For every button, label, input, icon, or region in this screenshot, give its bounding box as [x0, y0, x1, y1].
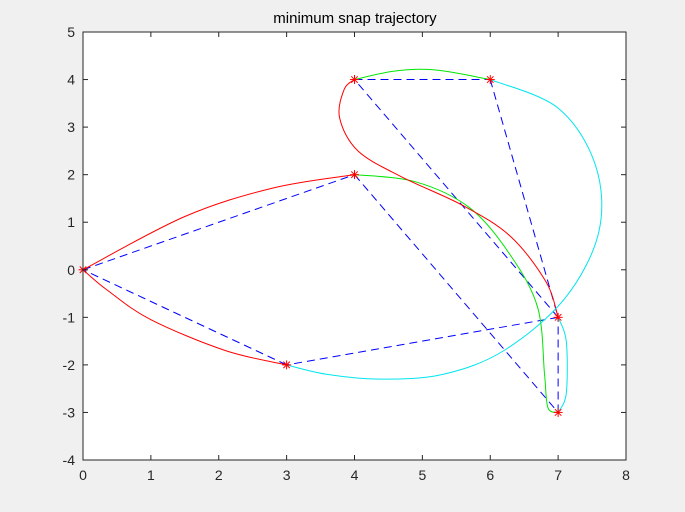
x-tick-label: 4 — [351, 467, 359, 483]
tick-layer: 0 1 2 3 4 5 6 7 8 -4 -3 -2 -1 0 1 2 3 4 5 — [63, 24, 631, 483]
waypoint-marker — [553, 312, 563, 322]
trajectory-segment — [557, 317, 568, 413]
waypoint-dashed-line — [489, 79, 559, 318]
waypoint-dashed-line — [82, 269, 287, 366]
trajectory-segment — [338, 79, 559, 318]
waypoint-dashed-line — [354, 174, 559, 413]
trajectory-segment — [354, 174, 559, 413]
trajectory-segment — [354, 68, 491, 81]
waypoint-marker — [282, 360, 292, 370]
x-tick-label: 8 — [622, 467, 630, 483]
y-tick-label: 0 — [67, 262, 75, 278]
chart-title: minimum snap trajectory — [273, 10, 437, 27]
waypoint-marker — [553, 407, 563, 417]
x-tick-label: 0 — [79, 467, 87, 483]
y-tick-label: 4 — [67, 72, 75, 88]
trajectory-segment — [82, 269, 287, 366]
waypoint-marker — [350, 75, 359, 85]
waypoint-dashed-line — [286, 316, 559, 366]
x-tick-label: 3 — [283, 467, 291, 483]
y-tick-label: 2 — [67, 167, 75, 183]
trajectory-segment — [82, 174, 355, 271]
axes-background — [83, 32, 626, 460]
x-tick-label: 6 — [486, 467, 494, 483]
y-tick-label: -4 — [63, 452, 76, 468]
waypoint-dashed-line — [82, 174, 355, 271]
trajectory-segment — [286, 79, 603, 380]
waypoint-marker — [485, 75, 495, 85]
trajectory-layer — [82, 68, 603, 413]
y-tick-label: 1 — [67, 214, 75, 230]
y-tick-label: 3 — [67, 119, 75, 135]
y-tick-label: -1 — [63, 309, 76, 325]
x-tick-label: 7 — [554, 467, 562, 483]
waypoint-marker — [350, 170, 359, 180]
x-tick-label: 2 — [215, 467, 223, 483]
waypoint-marker-layer — [78, 75, 563, 417]
y-tick-label: -2 — [63, 357, 76, 373]
x-tick-label: 5 — [418, 467, 426, 483]
y-tick-label: 5 — [67, 24, 75, 40]
x-tick-label: 1 — [147, 467, 155, 483]
y-tick-label: -3 — [63, 404, 76, 420]
